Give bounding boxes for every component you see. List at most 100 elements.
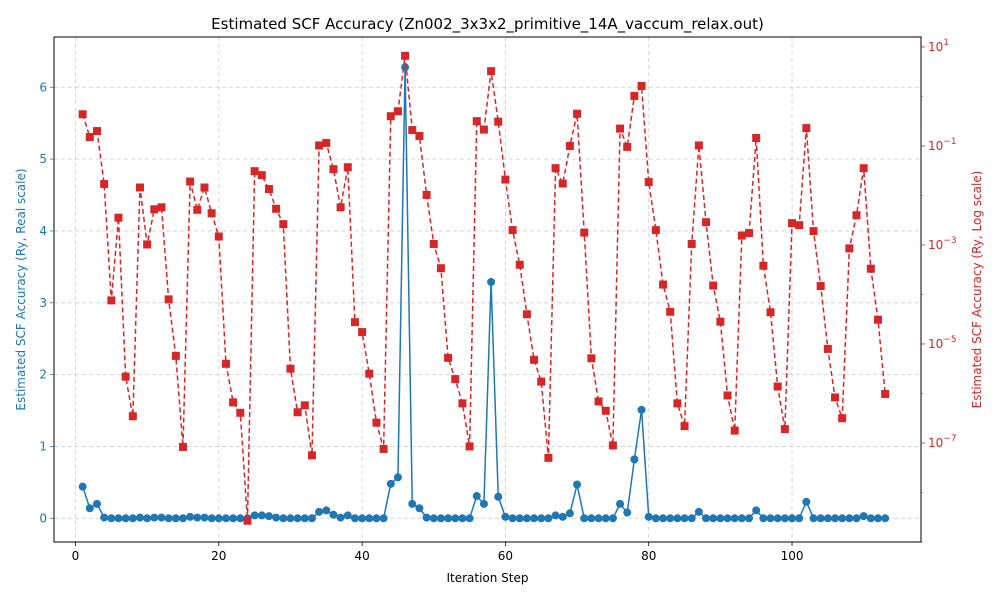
data-point-log-scale (544, 453, 553, 462)
data-point-log-scale (730, 426, 739, 435)
data-point-real-scale (630, 455, 639, 464)
data-point-log-scale (465, 442, 474, 451)
data-point-log-scale (501, 175, 510, 184)
data-point-log-scale (451, 375, 460, 384)
data-point-log-scale (229, 398, 238, 407)
data-point-real-scale (544, 514, 553, 523)
data-point-real-scale (372, 514, 381, 523)
data-point-real-scale (809, 514, 818, 523)
data-point-log-scale (723, 391, 732, 400)
data-point-log-scale (393, 107, 402, 116)
data-point-real-scale (107, 514, 116, 523)
data-point-real-scale (687, 514, 696, 523)
data-point-real-scale (135, 513, 144, 522)
data-point-real-scale (329, 510, 338, 519)
data-point-log-scale (551, 164, 560, 173)
x-tick-label: 20 (211, 549, 226, 563)
data-point-log-scale (608, 441, 617, 450)
data-point-log-scale (200, 183, 209, 192)
axes: 0 20 40 60 80 100 0 1 2 3 4 5 6 101 10−1 10−3 10−5 10−7 (39, 38, 956, 563)
data-point-real-scale (709, 514, 718, 523)
data-point-log-scale (386, 112, 395, 121)
data-point-real-scale (659, 514, 668, 523)
data-point-real-scale (580, 514, 589, 523)
data-point-real-scale (594, 514, 603, 523)
data-point-log-scale (809, 227, 818, 236)
data-point-real-scale (651, 514, 660, 523)
data-point-real-scale (644, 512, 653, 521)
data-point-real-scale (795, 514, 804, 523)
data-point-real-scale (386, 479, 395, 488)
data-point-real-scale (773, 514, 782, 523)
data-point-real-scale (92, 499, 101, 508)
y-tick-label-left: 6 (39, 80, 47, 94)
data-point-log-scale (171, 351, 180, 360)
y-tick-label-left: 4 (39, 224, 47, 238)
data-point-log-scale (100, 180, 109, 189)
chart-title: Estimated SCF Accuracy (Zn002_3x3x2_prim… (211, 15, 764, 34)
data-point-real-scale (623, 508, 632, 517)
data-point-log-scale (178, 442, 187, 451)
data-point-log-scale (816, 282, 825, 291)
y-axis-label-left: Estimated SCF Accuracy (Ry, Real scale) (14, 168, 28, 410)
data-point-log-scale (322, 138, 331, 147)
x-tick-label: 0 (72, 549, 80, 563)
data-point-log-scale (802, 124, 811, 133)
data-point-real-scale (487, 277, 496, 286)
data-point-real-scale (680, 514, 689, 523)
data-point-log-scale (508, 226, 517, 235)
data-point-log-scale (687, 239, 696, 248)
data-point-real-scale (881, 514, 890, 523)
data-point-real-scale (551, 511, 560, 520)
data-point-log-scale (250, 167, 259, 176)
data-point-log-scale (293, 408, 302, 417)
plot-frame (53, 36, 922, 543)
data-point-real-scale (608, 514, 617, 523)
y-tick-label-right: 10−7 (928, 434, 957, 450)
data-point-real-scale (752, 506, 761, 515)
data-point-real-scale (479, 499, 488, 508)
data-point-log-scale (644, 178, 653, 187)
data-point-real-scale (587, 514, 596, 523)
data-point-real-scale (186, 512, 195, 521)
data-point-real-scale (85, 504, 94, 513)
data-point-real-scale (128, 514, 137, 523)
data-point-real-scale (451, 514, 460, 523)
y-tick-label-right: 10−1 (928, 137, 957, 153)
data-point-real-scale (565, 509, 574, 518)
data-point-log-scale (365, 369, 374, 378)
data-point-real-scale (465, 514, 474, 523)
data-point-log-scale (257, 171, 266, 180)
data-point-real-scale (401, 63, 410, 72)
data-point-log-scale (709, 281, 718, 290)
data-point-real-scale (257, 511, 266, 520)
data-point-log-scale (315, 141, 324, 150)
data-point-real-scale (616, 499, 625, 508)
data-point-log-scale (243, 516, 252, 525)
y-tick-label-left: 3 (39, 296, 47, 310)
data-point-log-scale (494, 117, 503, 126)
data-point-real-scale (229, 514, 238, 523)
data-point-log-scale (286, 364, 295, 373)
data-point-real-scale (114, 514, 123, 523)
data-point-real-scale (379, 514, 388, 523)
data-point-real-scale (673, 514, 682, 523)
y-tick-label-right: 10−5 (928, 335, 957, 351)
data-point-real-scale (558, 512, 567, 521)
y-axis-label-right: Estimated SCF Accuracy (Ry, Log scale) (970, 171, 984, 409)
data-point-log-scale (272, 204, 281, 213)
data-point-real-scale (436, 514, 445, 523)
data-point-log-scale (487, 67, 496, 76)
data-point-real-scale (429, 514, 438, 523)
data-point-log-scale (881, 389, 890, 398)
data-point-log-scale (415, 132, 424, 141)
data-point-log-scale (759, 261, 768, 270)
data-point-real-scale (788, 514, 797, 523)
data-point-log-scale (737, 231, 746, 240)
data-point-log-scale (594, 397, 603, 406)
data-point-real-scale (737, 514, 746, 523)
data-point-log-scale (307, 451, 316, 460)
data-point-real-scale (264, 512, 273, 521)
